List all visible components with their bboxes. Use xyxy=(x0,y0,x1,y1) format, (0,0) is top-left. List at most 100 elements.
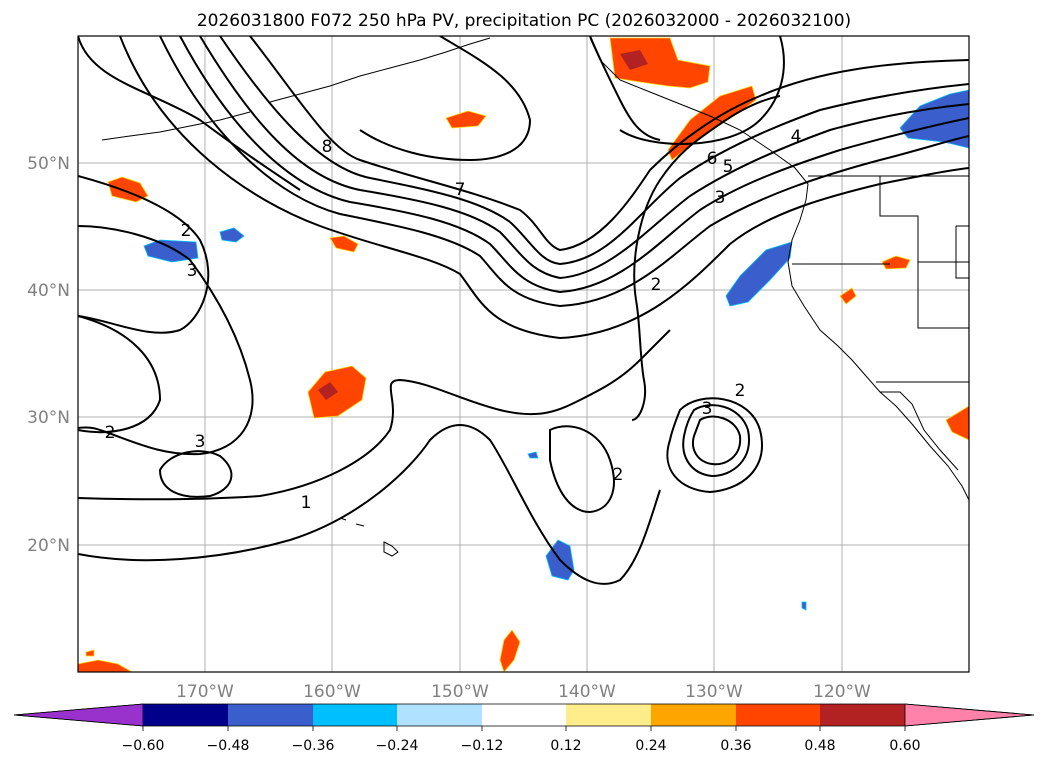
contour-label: 5 xyxy=(723,157,734,177)
pv-contour-3-closed-east xyxy=(682,404,750,478)
colorbar-segment xyxy=(482,704,566,726)
colorbar-tick-label: 0.60 xyxy=(889,738,920,754)
pv-contour-3-inner-east xyxy=(692,415,742,466)
lat-label: 50°N xyxy=(27,154,70,174)
contour-label: 6 xyxy=(707,149,718,169)
precip-positive xyxy=(85,649,95,657)
map-frame xyxy=(77,35,970,673)
pv-contour-3 xyxy=(119,36,969,340)
pv-contour-2-east-lower xyxy=(631,299,646,421)
precip-negative xyxy=(527,451,539,459)
pv-contour-6 xyxy=(199,36,969,280)
pv-contour-5 xyxy=(179,36,969,294)
coastline-alaska-bc xyxy=(589,37,809,201)
pv-contour-3-west xyxy=(78,225,254,456)
state-borders-north xyxy=(879,176,969,263)
precip-negative xyxy=(725,241,793,307)
pv-contours xyxy=(78,36,969,585)
colorbar-tick-label: −0.48 xyxy=(207,738,250,754)
contour-label: 2 xyxy=(613,465,624,485)
gridlines xyxy=(78,36,969,672)
colorbar-segment xyxy=(143,704,228,726)
precip-positive xyxy=(945,405,969,441)
figure-title: 2026031800 F072 250 hPa PV, precipitatio… xyxy=(197,11,851,31)
colorbar-tick-label: 0.36 xyxy=(720,738,751,754)
contour-label: 8 xyxy=(322,137,333,157)
colorbar-tick-label: 0.24 xyxy=(635,738,666,754)
colorbar-segment xyxy=(313,704,397,726)
precip-positive xyxy=(609,37,711,89)
map-panel: 8 7 6 5 4 3 2 2 3 1 2 3 2 3 2 2 50°N 40 xyxy=(27,35,970,702)
precip-positive xyxy=(620,50,648,70)
map-background xyxy=(78,36,969,672)
precip-positive xyxy=(839,287,857,305)
colorbar-segment xyxy=(651,704,736,726)
contour-label: 7 xyxy=(455,180,466,200)
precip-positive xyxy=(445,110,487,129)
lat-label: 40°N xyxy=(27,281,70,301)
contour-label: 2 xyxy=(651,275,662,295)
precip-positive xyxy=(499,629,521,672)
coastline-aleutians xyxy=(269,37,491,103)
pv-contour-7 xyxy=(219,36,969,266)
pv-contour-4-north xyxy=(589,36,661,141)
colorbar-tick-label: −0.60 xyxy=(122,738,165,754)
pv-contour-2-west-inner xyxy=(78,315,162,434)
colorbar-tick-label: 0.48 xyxy=(804,738,835,754)
precip-negative xyxy=(219,227,245,243)
coastline-aleutians-west xyxy=(101,111,251,141)
lon-label: 130°W xyxy=(685,682,743,702)
colorbar-tick-labels: −0.60 −0.48 −0.36 −0.24 −0.12 0.12 0.24 … xyxy=(122,738,921,754)
precip-negative xyxy=(801,601,807,611)
pv-contour-2-closed-east xyxy=(666,397,763,494)
pv-contour-4 xyxy=(159,36,969,308)
pv-contour-2-north xyxy=(78,36,301,191)
colorbar-segment xyxy=(228,704,313,726)
contour-label: 1 xyxy=(301,493,312,513)
colorbar-extend-low xyxy=(13,703,144,727)
contour-label: 3 xyxy=(187,261,198,281)
pv-contour-2-south xyxy=(78,424,661,585)
pv-contour-1 xyxy=(78,329,671,501)
contour-label: 3 xyxy=(715,188,726,208)
lon-label: 160°W xyxy=(303,682,361,702)
precip-negative xyxy=(899,89,969,149)
precip-positive xyxy=(318,382,338,400)
precip-positive xyxy=(329,235,359,253)
coastline-west-us-mexico xyxy=(787,199,969,501)
colorbar-segment xyxy=(736,704,820,726)
colorbar-tick-label: 0.12 xyxy=(550,738,581,754)
coastlines xyxy=(101,37,969,557)
pv-contour-3-closed xyxy=(158,450,233,498)
colorbar-tick-label: −0.24 xyxy=(376,738,419,754)
lon-label: 120°W xyxy=(813,682,871,702)
contour-label: 2 xyxy=(105,423,116,443)
colorbar-ticks xyxy=(142,726,906,731)
colorbar-extend-high xyxy=(904,703,1035,727)
precip-positive xyxy=(881,255,911,270)
colorbar-tick-label: −0.12 xyxy=(461,738,504,754)
contour-label: 2 xyxy=(735,381,746,401)
colorbar-segment xyxy=(566,704,651,726)
contour-label: 3 xyxy=(702,399,713,419)
pv-contour-2-west xyxy=(78,175,210,334)
latitude-labels: 50°N 40°N 30°N 20°N xyxy=(27,154,70,556)
colorbar-tick-label: −0.36 xyxy=(292,738,335,754)
contour-label: 4 xyxy=(791,127,802,147)
longitude-labels: 170°W 160°W 150°W 140°W 130°W 120°W xyxy=(176,682,871,702)
lon-label: 170°W xyxy=(176,682,234,702)
colorbar-segment xyxy=(820,704,905,726)
state-border-nv xyxy=(917,262,969,329)
contour-label: 2 xyxy=(181,221,192,241)
precip-positive xyxy=(78,659,133,672)
colorbar: −0.60 −0.48 −0.36 −0.24 −0.12 0.12 0.24 … xyxy=(13,703,1035,754)
pv-contour-2-east xyxy=(633,95,781,301)
coastline-baja xyxy=(880,391,959,471)
pv-contour-2-closed-south xyxy=(549,425,615,514)
contour-label: 3 xyxy=(195,432,206,452)
colorbar-segment xyxy=(397,704,482,726)
lon-label: 150°W xyxy=(431,682,489,702)
state-border-ut xyxy=(955,225,969,279)
pv-contour-high-lat xyxy=(619,36,785,145)
